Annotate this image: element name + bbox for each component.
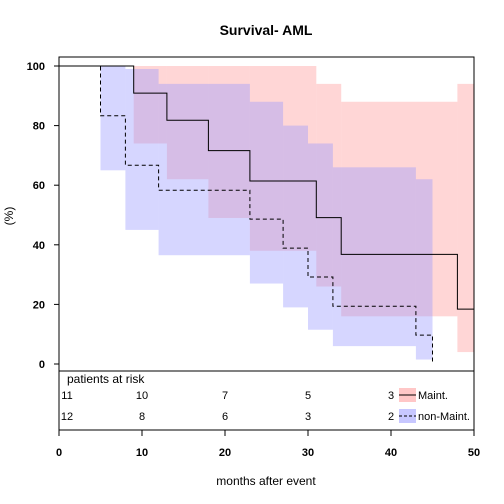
risk-count-non-maint: 3: [305, 411, 311, 423]
x-tick-label: 30: [302, 447, 314, 459]
legend-label-non-maint: non-Maint.: [418, 411, 470, 423]
ci-band-non-maint-segment: [100, 66, 126, 171]
risk-count-maint: 5: [305, 390, 311, 402]
risk-count-maint: 11: [61, 390, 72, 402]
y-axis-label: (%): [2, 207, 16, 226]
legend-swatch-non-maint: [399, 409, 416, 423]
ci-band-non-maint-segment: [308, 143, 333, 330]
y-tick-label: 60: [33, 180, 45, 192]
chart-title: Survival- AML: [220, 22, 313, 38]
risk-count-non-maint: 2: [388, 411, 394, 423]
x-tick-label: 50: [468, 447, 480, 459]
x-tick-label: 0: [56, 447, 62, 459]
ci-band-non-maint-segment: [283, 125, 308, 308]
y-tick-label: 0: [39, 359, 45, 371]
y-axis: 0 20 40 60 80 100: [27, 61, 59, 371]
survival-curve-maint: [59, 65, 474, 310]
risk-count-maint: 7: [222, 390, 228, 402]
ci-band-non-maint-segment: [125, 68, 159, 230]
survival-curve-non-maint: [59, 65, 433, 364]
risk-table-title: patients at risk: [67, 372, 145, 386]
risk-count-maint: 3: [388, 390, 394, 402]
x-tick-label: 20: [219, 447, 231, 459]
y-tick-label: 100: [27, 61, 45, 73]
ci-band-non-maint-segment: [249, 101, 284, 284]
y-tick-label: 80: [33, 121, 45, 133]
patients-at-risk-table: patients at risk 11 10 7 5 3 12 8 6 3 2: [61, 372, 394, 423]
risk-count-non-maint: 12: [61, 411, 73, 423]
x-tick-label: 40: [385, 447, 397, 459]
ci-band-maint-segment: [133, 66, 167, 144]
legend-label-maint: Maint.: [418, 390, 448, 402]
survival-curves: [59, 65, 474, 364]
ci-band-maint-segment: [457, 83, 474, 353]
ci-band-maint-segment: [341, 101, 458, 317]
y-tick-label: 40: [33, 240, 45, 252]
ci-band-maint-segment: [208, 66, 250, 218]
legend: Maint. non-Maint.: [399, 388, 470, 423]
ci-band-maint-segment: [166, 66, 209, 180]
ci-band-non-maint-segment: [158, 83, 250, 256]
ci-band-non-maint-segment: [332, 167, 416, 347]
x-axis-label: months after event: [216, 474, 316, 488]
risk-count-non-maint: 6: [222, 411, 228, 423]
risk-count-maint: 10: [136, 390, 148, 402]
ci-band-maint-segment: [316, 83, 342, 287]
x-axis: 0 10 20 30 40 50: [56, 430, 480, 459]
y-tick-label: 20: [33, 299, 45, 311]
plot-frame: [58, 56, 475, 431]
ci-band-non-maint-segment: [415, 179, 433, 360]
x-tick-label: 10: [136, 447, 148, 459]
risk-count-non-maint: 8: [139, 411, 145, 423]
